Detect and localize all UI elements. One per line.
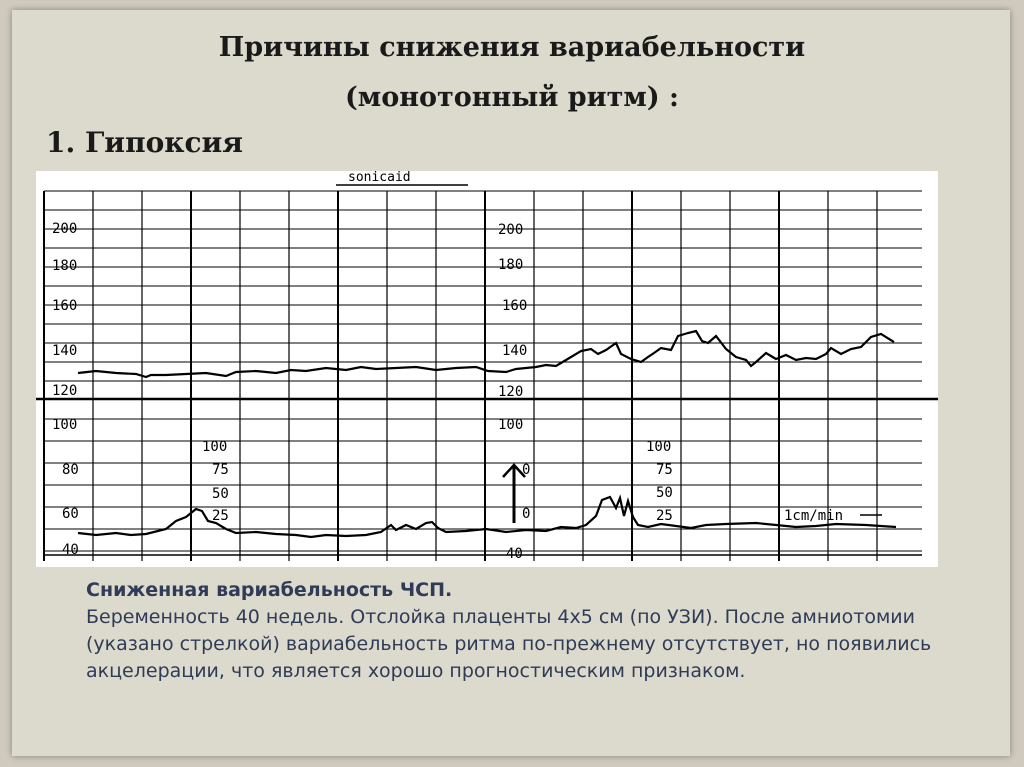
slide-title-line2: (монотонный ритм) : — [345, 82, 679, 113]
toco-tick-mid: 0 — [522, 506, 530, 522]
toco-scale-b: 50 — [656, 485, 673, 501]
toco-trace-line — [77, 494, 897, 539]
toco-tick-left: 100 — [52, 417, 77, 433]
toco-scale-a: 50 — [212, 486, 229, 502]
toco-scale-a: 75 — [212, 462, 229, 478]
fhr-tick-left: 200 — [52, 221, 77, 237]
caption: Сниженная вариабельность ЧСП. Беременнос… — [86, 577, 946, 685]
toco-scale-b: 100 — [646, 439, 671, 455]
ctg-grid — [36, 190, 938, 561]
fhr-trace-line — [77, 329, 895, 379]
toco-scale-b: 75 — [656, 462, 673, 478]
fhr-tick-mid: 180 — [498, 257, 523, 273]
fhr-tick-mid: 160 — [502, 298, 527, 314]
fhr-tick-mid: 200 — [498, 222, 523, 238]
paper-speed-label: 1cm/min — [784, 508, 843, 524]
fhr-tick-left: 140 — [52, 343, 77, 359]
toco-scale-a: 100 — [202, 439, 227, 455]
toco-tick-left: 80 — [62, 462, 79, 478]
amniotomy-arrow-head — [502, 463, 526, 478]
ctg-trace-svg: sonicaid 200 180 160 140 120 200 180 160… — [36, 170, 938, 562]
ctg-trace: sonicaid 200 180 160 140 120 200 180 160… — [36, 170, 938, 567]
caption-heading: Сниженная вариабельность ЧСП. — [86, 579, 453, 601]
toco-scale-b: 25 — [656, 508, 673, 524]
toco-tick-left: 60 — [62, 506, 79, 522]
toco-tick-mid: 0 — [522, 462, 530, 478]
brand-label: sonicaid — [348, 171, 411, 185]
fhr-tick-left: 180 — [52, 258, 77, 274]
fhr-tick-mid: 120 — [498, 384, 523, 400]
fhr-tick-left: 120 — [52, 383, 77, 399]
caption-text: Беременность 40 недель. Отслойка плацент… — [86, 606, 932, 682]
toco-scale-a: 25 — [212, 508, 229, 524]
slide-title-line1: Причины снижения вариабельности — [218, 32, 806, 63]
slide-subtitle: 1. Гипоксия — [46, 126, 243, 159]
fhr-tick-left: 160 — [52, 298, 77, 314]
fhr-tick-mid: 140 — [502, 343, 527, 359]
toco-tick-mid: 40 — [506, 546, 523, 562]
toco-tick-mid: 100 — [498, 417, 523, 433]
toco-tick-left: 40 — [62, 542, 79, 558]
